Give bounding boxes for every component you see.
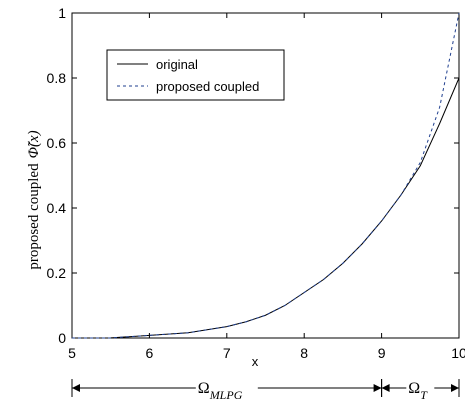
- region-label-t: ΩT: [408, 380, 428, 402]
- legend-label-original: original: [156, 57, 198, 72]
- y-axis-label-symbol: Φ̃(x): [26, 130, 42, 158]
- y-tick-label: 1: [58, 5, 66, 21]
- y-tick-label: 0.2: [47, 265, 67, 281]
- x-tick-label: 5: [68, 345, 76, 361]
- x-tick-label: 10: [451, 345, 465, 361]
- region-arrowhead: [381, 384, 390, 392]
- series-line-proposed-coupled: [71, 12, 460, 339]
- x-axis-label: x: [252, 354, 259, 369]
- region-symbol: Ω: [408, 380, 420, 397]
- region-subscript: T: [420, 388, 428, 402]
- legend: original proposed coupled: [106, 49, 285, 101]
- svg-text:proposed coupledΦ̃(x): proposed coupled Φ̃(x): [26, 130, 42, 269]
- x-tick-label: 7: [223, 345, 231, 361]
- region-arrowhead: [451, 384, 459, 392]
- y-axis-label: proposed coupled Φ̃(x): [26, 130, 42, 269]
- x-tick-label: 8: [300, 345, 308, 361]
- legend-label-proposed-coupled: proposed coupled: [156, 79, 259, 94]
- region-symbol: Ω: [198, 380, 210, 397]
- y-axis-label-text: proposed coupled: [26, 163, 42, 270]
- x-tick-label: 6: [146, 345, 154, 361]
- y-tick-label: 0: [58, 330, 66, 346]
- region-subscript: MLPG: [209, 388, 243, 402]
- region-arrowhead: [373, 384, 382, 392]
- region-annotations: ΩMLPG ΩT: [71, 378, 460, 402]
- y-tick-label: 0.6: [47, 135, 67, 151]
- legend-box: [106, 49, 285, 101]
- y-tick-label: 0.8: [47, 70, 67, 86]
- region-label-bg: [195, 378, 258, 398]
- x-tick-label: 9: [378, 345, 386, 361]
- region-arrowhead: [72, 384, 80, 392]
- region-label-bg: [406, 378, 435, 398]
- y-tick-label: 0.4: [47, 200, 67, 216]
- region-label-mlpg: ΩMLPG: [198, 380, 243, 402]
